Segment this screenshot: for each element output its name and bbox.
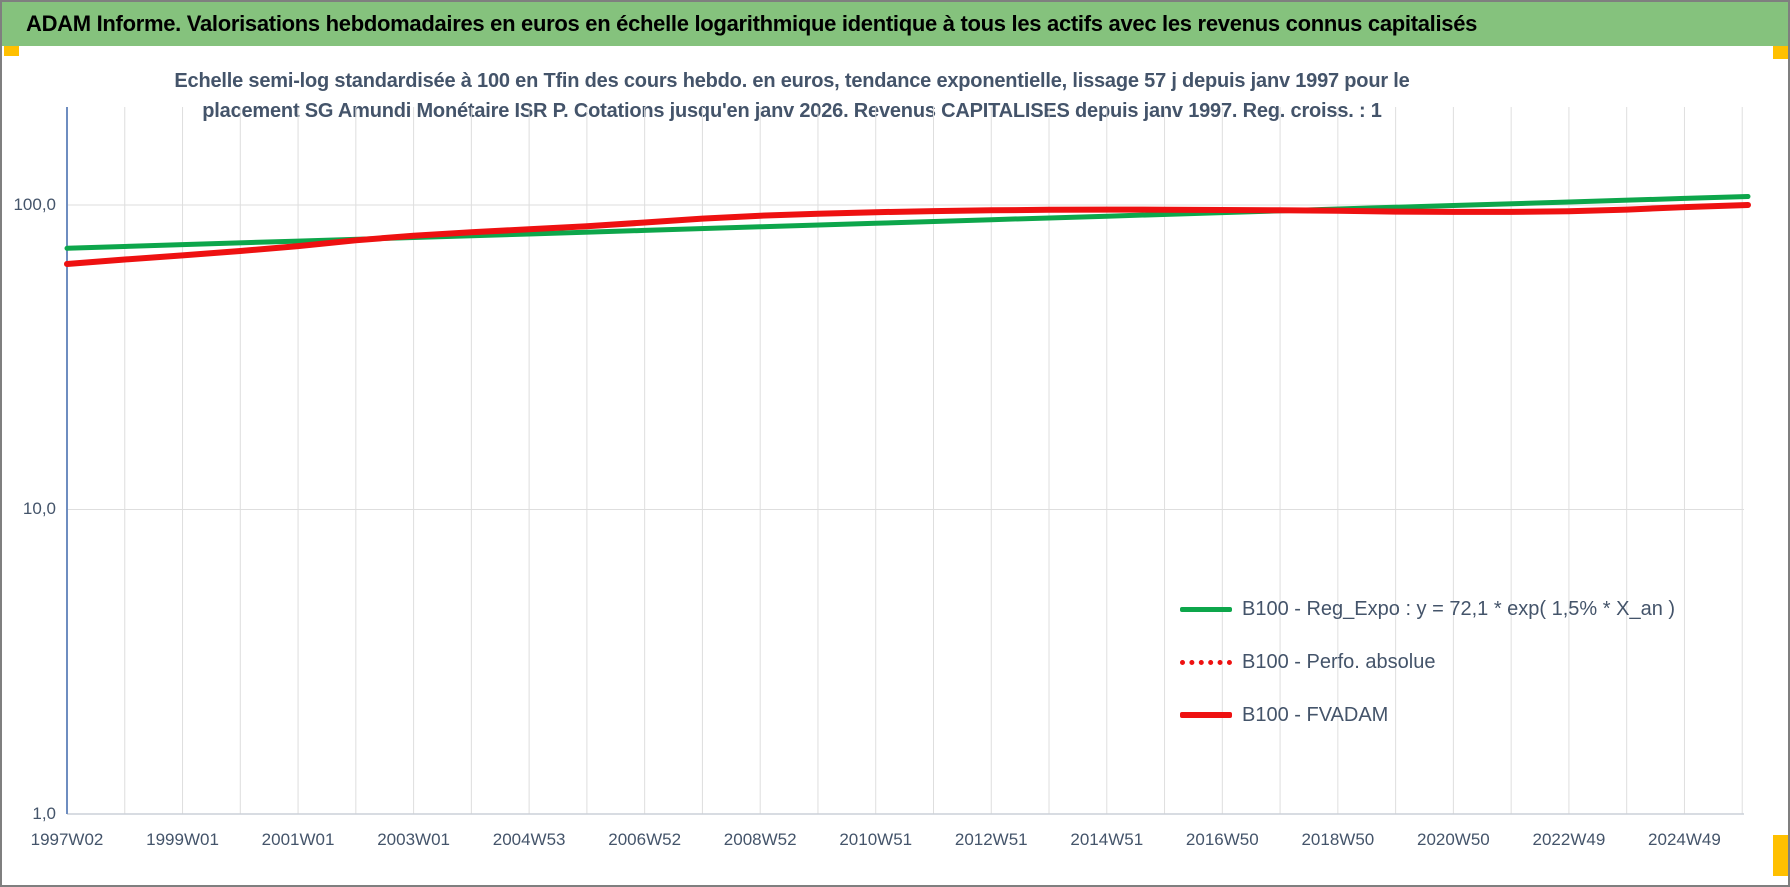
legend-item-fvadam[interactable]: B100 - FVADAM: [1180, 702, 1388, 728]
chart-canvas[interactable]: [2, 52, 1790, 887]
x-axis-tick: 2008W52: [723, 830, 797, 849]
legend-swatch-red-dotted-line: [1180, 659, 1232, 665]
accent-left: [4, 46, 19, 56]
legend-swatch-green-line: [1180, 606, 1232, 612]
header-bar: ADAM Informe. Valorisations hebdomadaire…: [2, 2, 1788, 46]
legend-label: B100 - Perfo. absolue: [1242, 650, 1436, 673]
chart-title-line2: placement SG Amundi Monétaire ISR P. Cot…: [202, 100, 1382, 122]
legend-swatch-red-solid-line: [1180, 712, 1232, 718]
x-axis-tick: 2022W49: [1532, 830, 1606, 849]
header-title: ADAM Informe. Valorisations hebdomadaire…: [26, 11, 1478, 36]
y-axis-tick-1: 1,0: [32, 804, 56, 823]
x-axis-tick: 2014W51: [1070, 830, 1144, 849]
y-axis-tick-100: 100,0: [13, 195, 56, 214]
x-axis-tick: 2012W51: [954, 830, 1028, 849]
x-axis-tick: 2016W50: [1185, 830, 1259, 849]
accent-right-bottom: [1773, 835, 1788, 876]
x-axis-tick: 1997W02: [30, 830, 104, 849]
legend-label: B100 - Reg_Expo : y = 72,1 * exp( 1,5% *…: [1242, 597, 1676, 620]
legend-label: B100 - FVADAM: [1242, 703, 1389, 726]
legend-item-reg-expo[interactable]: B100 - Reg_Expo : y = 72,1 * exp( 1,5% *…: [1180, 596, 1675, 622]
x-axis-tick: 2024W49: [1648, 830, 1721, 849]
accent-right-top: [1773, 46, 1788, 59]
chart-title-line1: Echelle semi-log standardisée à 100 en T…: [174, 70, 1410, 92]
x-axis-tick: 2010W51: [839, 830, 913, 849]
x-axis-tick: 2006W52: [608, 830, 682, 849]
series-fvadam[interactable]: [64, 202, 1751, 267]
x-axis-tick: 2001W01: [261, 830, 335, 849]
x-axis-tick: 1999W01: [146, 830, 219, 849]
legend-item-perfo-absolue[interactable]: B100 - Perfo. absolue: [1180, 649, 1435, 675]
y-axis-tick-10: 10,0: [22, 499, 56, 518]
x-axis-tick: 2003W01: [377, 830, 450, 849]
series-reg-expo[interactable]: [64, 194, 1751, 251]
x-axis-tick: 2004W53: [492, 830, 566, 849]
chart-title: Echelle semi-log standardisée à 100 en T…: [152, 66, 1432, 126]
x-axis-tick: 2018W50: [1301, 830, 1375, 849]
x-axis-tick: 2020W50: [1416, 830, 1490, 849]
